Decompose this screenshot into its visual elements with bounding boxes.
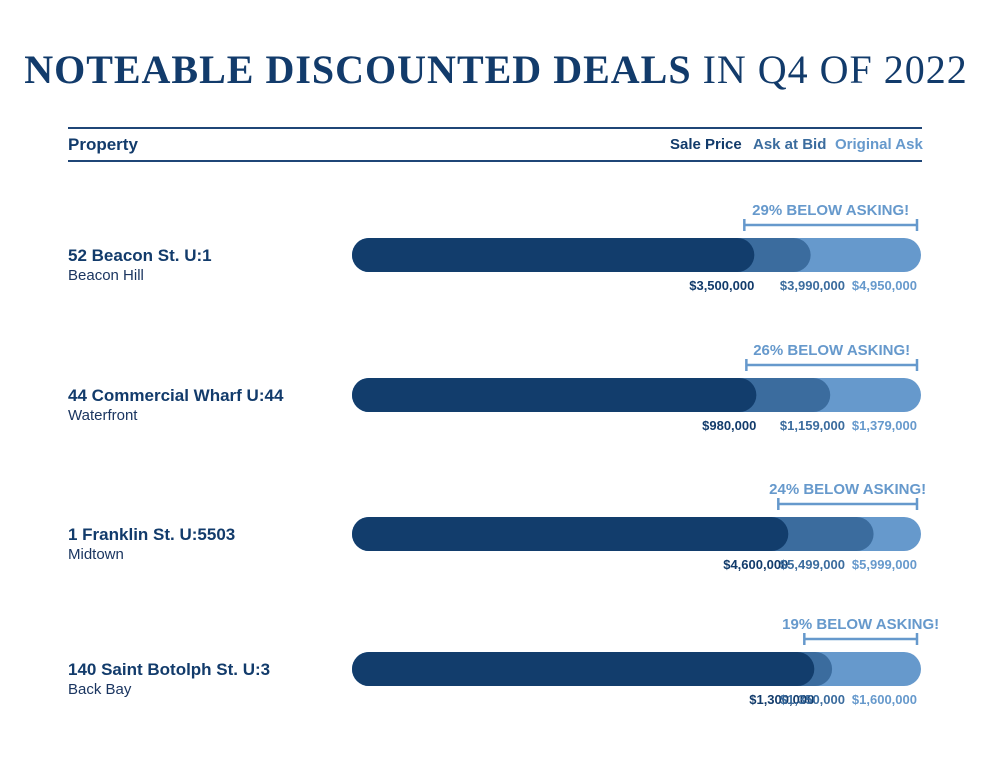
ask-at-bid-label: $3,990,000 (780, 278, 845, 293)
property-neighborhood: Waterfront (68, 407, 138, 424)
discount-label: 26% BELOW ASKING! (753, 342, 910, 359)
legend-original-ask: Original Ask (835, 136, 923, 153)
chart-title: NOTEABLE DISCOUNTED DEALS IN Q4 OF 2022 (0, 46, 992, 94)
discount-label: 19% BELOW ASKING! (782, 616, 939, 633)
original-ask-label: $1,600,000 (852, 692, 917, 707)
header-top-rule (68, 127, 922, 129)
ask-at-bid-label: $1,350,000 (780, 692, 845, 707)
property-neighborhood: Beacon Hill (68, 267, 144, 284)
original-ask-label: $4,950,000 (852, 278, 917, 293)
sale-price-label: $4,600,000 (723, 557, 788, 572)
bar-sale-price (352, 238, 755, 272)
original-ask-label: $1,379,000 (852, 418, 917, 433)
ask-at-bid-label: $1,159,000 (780, 418, 845, 433)
property-neighborhood: Back Bay (68, 681, 132, 698)
bar-sale-price (352, 378, 757, 412)
sale-price-label: $980,000 (702, 418, 756, 433)
bar-sale-price (352, 517, 789, 551)
discount-label: 29% BELOW ASKING! (752, 202, 909, 219)
property-column-header: Property (68, 135, 138, 154)
title-normal-part: IN Q4 OF 2022 (702, 47, 968, 92)
legend-sale-price: Sale Price (670, 136, 742, 153)
title-bold-part: NOTEABLE DISCOUNTED DEALS (24, 47, 692, 92)
legend-ask-at-bid: Ask at Bid (753, 136, 827, 153)
sale-price-label: $1,300,000 (749, 692, 814, 707)
bar-sale-price (352, 652, 815, 686)
property-name: 44 Commercial Wharf U:44 (68, 386, 284, 405)
header-bottom-rule (68, 160, 922, 162)
ask-at-bid-label: $5,499,000 (780, 557, 845, 572)
property-name: 1 Franklin St. U:5503 (68, 525, 236, 544)
property-name: 52 Beacon St. U:1 (68, 246, 212, 265)
property-neighborhood: Midtown (68, 546, 124, 563)
original-ask-label: $5,999,000 (852, 557, 917, 572)
discount-label: 24% BELOW ASKING! (769, 481, 926, 498)
sale-price-label: $3,500,000 (689, 278, 754, 293)
property-name: 140 Saint Botolph St. U:3 (68, 660, 271, 679)
